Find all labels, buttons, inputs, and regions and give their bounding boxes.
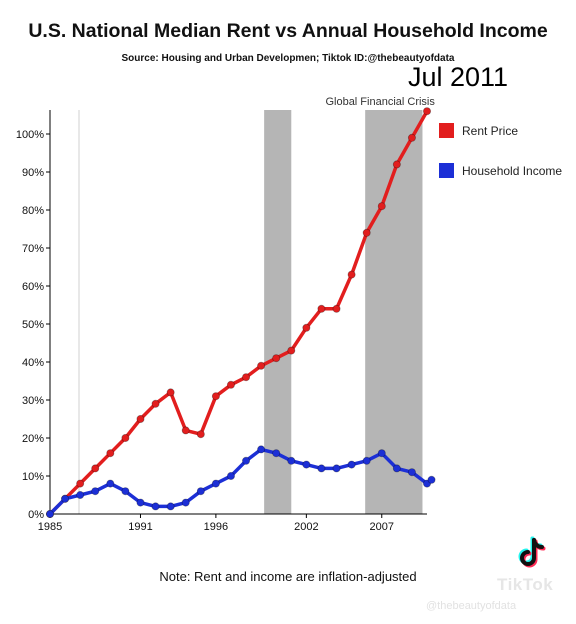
data-point-1	[427, 475, 436, 484]
data-point-1	[121, 487, 130, 496]
x-tick-label: 1985	[38, 521, 62, 533]
data-point-0	[136, 414, 145, 423]
chart-subtitle: Source: Housing and Urban Developmen; Ti…	[121, 53, 455, 64]
y-tick-label: 90%	[22, 167, 44, 179]
legend-item-rent: Rent Price	[439, 123, 518, 138]
data-point-0	[151, 399, 160, 408]
data-point-1	[362, 456, 371, 465]
date-label: Jul 2011	[408, 62, 509, 92]
data-point-0	[181, 426, 190, 435]
data-point-0	[317, 304, 326, 313]
data-point-1	[272, 449, 281, 458]
data-point-1	[242, 456, 251, 465]
data-point-0	[287, 346, 296, 355]
y-tick-label: 30%	[22, 395, 44, 407]
y-tick-label: 70%	[22, 243, 44, 255]
data-point-0	[422, 107, 431, 116]
inflation-note: Note: Rent and income are inflation-adju…	[159, 569, 417, 584]
data-point-1	[392, 464, 401, 473]
data-point-1	[181, 498, 190, 507]
data-point-1	[302, 460, 311, 469]
watermark-brand: TikTok	[497, 575, 554, 594]
x-tick-label: 1991	[128, 521, 152, 533]
data-point-1	[166, 502, 175, 511]
data-point-0	[392, 160, 401, 169]
data-point-0	[166, 388, 175, 397]
legend-swatch-rent	[439, 123, 454, 138]
data-point-0	[347, 270, 356, 279]
y-tick-label: 0%	[28, 509, 44, 521]
data-point-1	[91, 487, 100, 496]
data-point-0	[362, 228, 371, 237]
data-point-0	[272, 354, 281, 363]
y-tick-label: 100%	[16, 129, 44, 141]
data-point-0	[257, 361, 266, 370]
data-point-1	[151, 502, 160, 511]
data-point-0	[196, 430, 205, 439]
data-point-1	[317, 464, 326, 473]
data-point-0	[226, 380, 235, 389]
chart-title: U.S. National Median Rent vs Annual Hous…	[28, 20, 548, 42]
data-point-1	[46, 509, 55, 518]
legend-label-income: Household Income	[462, 163, 563, 178]
data-point-1	[347, 460, 356, 469]
data-point-1	[61, 494, 70, 503]
data-point-1	[407, 468, 416, 477]
y-tick-label: 20%	[22, 433, 44, 445]
data-point-1	[106, 479, 115, 488]
data-point-0	[121, 433, 130, 442]
tiktok-logo-icon	[518, 536, 546, 568]
data-point-1	[196, 487, 205, 496]
data-point-1	[76, 490, 85, 499]
data-point-0	[302, 323, 311, 332]
data-point-1	[377, 449, 386, 458]
y-tick-label: 80%	[22, 205, 44, 217]
data-point-0	[91, 464, 100, 473]
data-point-1	[226, 471, 235, 480]
data-point-1	[257, 445, 266, 454]
y-tick-label: 10%	[22, 471, 44, 483]
legend-label-rent: Rent Price	[462, 123, 519, 138]
data-point-0	[242, 373, 251, 382]
x-tick-label: 1996	[204, 521, 228, 533]
x-tick-label: 2007	[370, 521, 394, 533]
data-point-0	[407, 133, 416, 142]
data-point-0	[332, 304, 341, 313]
shaded-region-label: Global Financial Crisis	[325, 96, 435, 108]
data-point-1	[332, 464, 341, 473]
shaded-region-0	[264, 110, 292, 514]
legend-item-income: Household Income	[439, 163, 562, 178]
legend-swatch-income	[439, 163, 454, 178]
data-point-0	[211, 392, 220, 401]
data-point-0	[377, 202, 386, 211]
y-tick-label: 50%	[22, 319, 44, 331]
data-point-0	[76, 479, 85, 488]
data-point-0	[106, 449, 115, 458]
data-point-1	[211, 479, 220, 488]
y-tick-label: 60%	[22, 281, 44, 293]
y-tick-label: 40%	[22, 357, 44, 369]
data-point-1	[136, 498, 145, 507]
x-tick-label: 2002	[294, 521, 318, 533]
data-point-1	[287, 456, 296, 465]
watermark-handle: @thebeautyofdata	[426, 600, 517, 612]
